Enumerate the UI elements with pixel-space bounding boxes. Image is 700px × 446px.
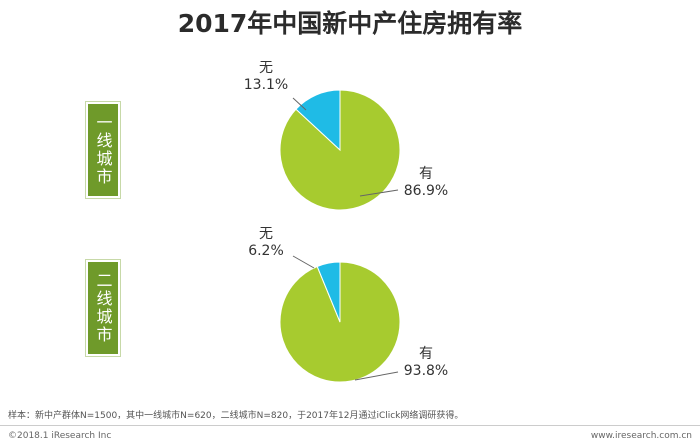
leader-line: [292, 255, 315, 269]
slice-label-tier1-no: 无 13.1%: [236, 60, 296, 94]
tier-tag-tier1: 一线城市: [88, 104, 118, 196]
slice-name: 无: [259, 226, 273, 242]
pie-slice-yes: [279, 89, 401, 211]
slice-pct: 93.8%: [403, 363, 449, 379]
leader-line: [292, 97, 307, 111]
slice-name: 无: [259, 60, 273, 76]
footnote: 样本：新中产群体N=1500，其中一线城市N=620，二线城市N=820，于20…: [8, 411, 464, 421]
chart-title: 2017年中国新中产住房拥有率: [177, 9, 523, 38]
slice-label-tier1-yes: 有 86.9%: [396, 166, 456, 200]
pie-chart-tier2: [279, 261, 401, 383]
slice-pct: 6.2%: [248, 243, 284, 259]
leader-line: [354, 371, 399, 381]
tier-tag-tier2: 二线城市: [88, 262, 118, 354]
leader-line: [359, 189, 399, 197]
slice-label-tier2-yes: 有 93.8%: [396, 346, 456, 380]
pie-slice-no: [316, 261, 341, 323]
footer-divider: [0, 425, 700, 426]
slice-pct: 86.9%: [403, 183, 449, 199]
slice-name: 有: [419, 166, 433, 182]
copyright: ©2018.1 iResearch Inc: [8, 431, 112, 441]
website-link[interactable]: www.iresearch.com.cn: [590, 431, 692, 441]
pie-chart-tier1: [279, 89, 401, 211]
slice-name: 有: [419, 346, 433, 362]
slice-pct: 13.1%: [243, 77, 289, 93]
pie-slice-no: [295, 89, 341, 152]
slice-label-tier2-no: 无 6.2%: [236, 226, 296, 260]
